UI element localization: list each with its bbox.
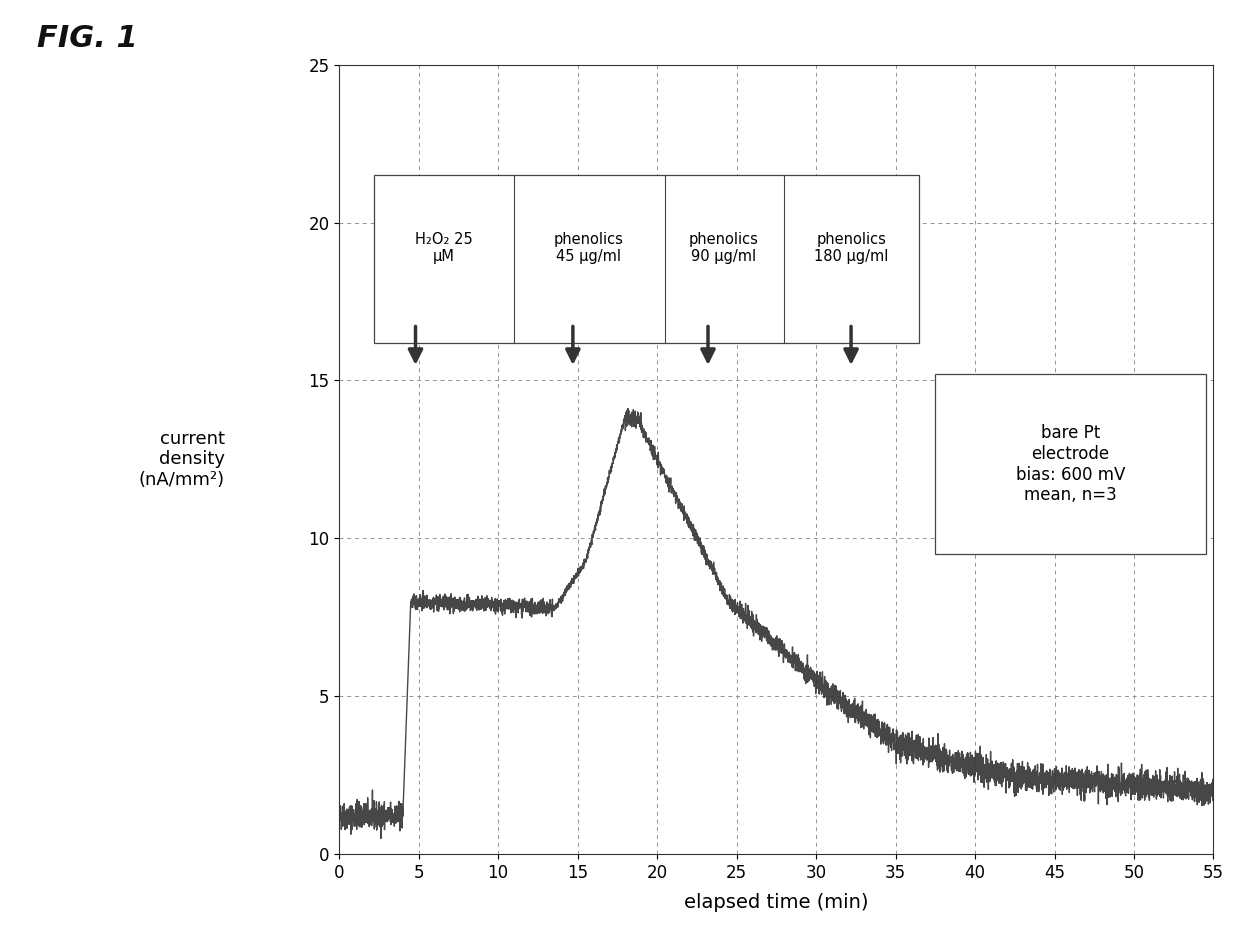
Text: phenolics
180 μg/ml: phenolics 180 μg/ml (814, 232, 888, 264)
Text: bare Pt
electrode
bias: 600 mV
mean, n=3: bare Pt electrode bias: 600 mV mean, n=3 (1016, 424, 1125, 504)
X-axis label: elapsed time (min): elapsed time (min) (684, 893, 869, 912)
Y-axis label: current
density
(nA/mm²): current density (nA/mm²) (139, 429, 225, 489)
Text: FIG. 1: FIG. 1 (37, 24, 138, 53)
Text: phenolics
45 μg/ml: phenolics 45 μg/ml (554, 232, 623, 264)
Bar (374, 175, 919, 342)
Text: H₂O₂ 25
μM: H₂O₂ 25 μM (415, 232, 473, 264)
Text: phenolics
90 μg/ml: phenolics 90 μg/ml (689, 232, 758, 264)
Bar (935, 374, 1206, 554)
